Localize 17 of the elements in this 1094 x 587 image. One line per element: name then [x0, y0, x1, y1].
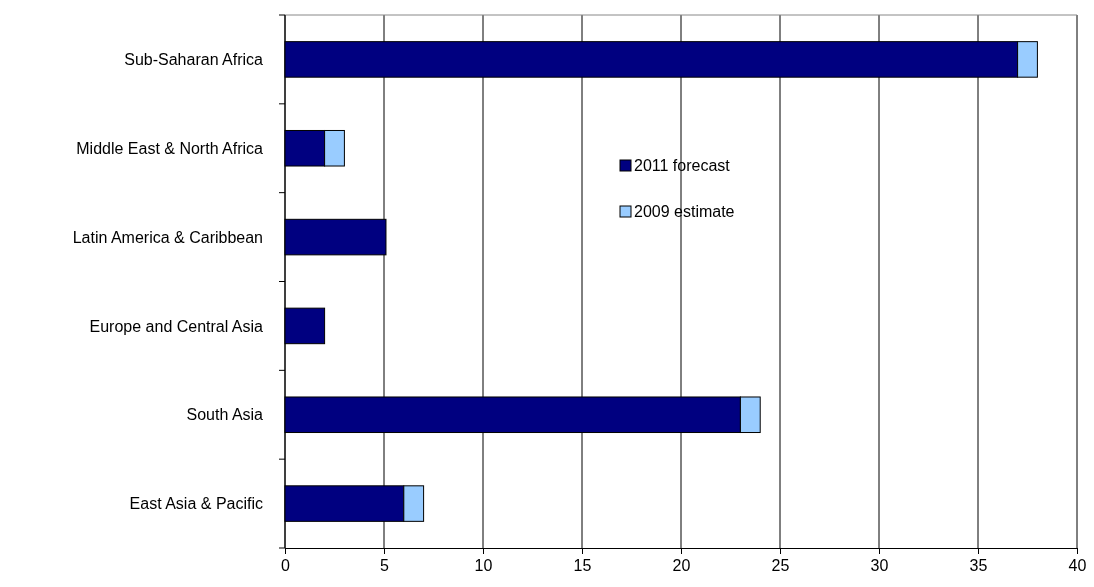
legend-label: 2009 estimate: [634, 202, 735, 220]
y-tick-label: Middle East & North Africa: [76, 139, 264, 157]
x-tick-label: 10: [474, 557, 493, 575]
legend-label: 2011 forecast: [634, 156, 731, 174]
x-tick-label: 35: [969, 557, 988, 575]
x-tick-label: 20: [672, 557, 691, 575]
y-tick-label: South Asia: [186, 406, 264, 424]
x-tick-label: 25: [771, 557, 790, 575]
x-tick-label: 0: [281, 557, 291, 575]
x-tick-label: 40: [1068, 557, 1087, 575]
y-tick-label: Latin America & Caribbean: [72, 228, 263, 246]
x-tick-label: 15: [573, 557, 592, 575]
y-tick-label: Europe and Central Asia: [89, 317, 264, 335]
y-tick-label: Sub-Saharan Africa: [124, 51, 264, 69]
x-tick-label: 30: [870, 557, 889, 575]
y-tick-label: East Asia & Pacific: [129, 495, 263, 513]
x-tick-label: 5: [380, 557, 390, 575]
